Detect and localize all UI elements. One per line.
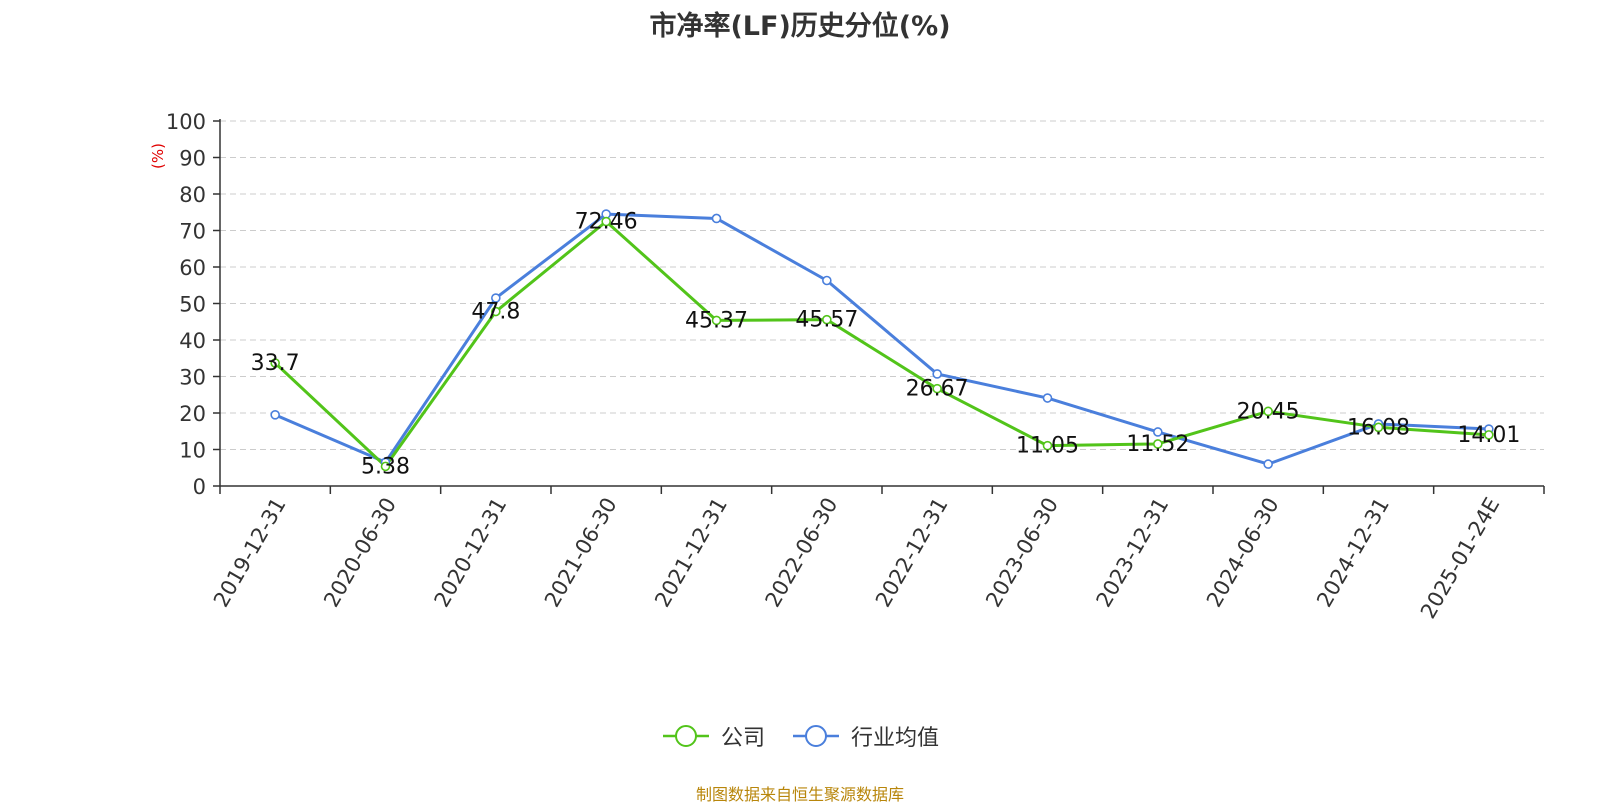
data-point: [1042, 393, 1053, 403]
x-tick-label: 2023-06-30: [981, 494, 1063, 612]
y-tick-label: 80: [179, 183, 206, 207]
y-tick-label: 70: [179, 220, 206, 244]
data-label: 16.08: [1347, 415, 1410, 440]
data-label: 5.38: [361, 454, 410, 479]
y-tick-label: 0: [193, 475, 206, 499]
legend-line-circle-icon: [662, 725, 709, 747]
data-point: [380, 461, 391, 472]
data-point: [270, 410, 280, 420]
y-tick-label: 20: [179, 402, 206, 426]
data-label: 45.37: [685, 308, 748, 333]
data-point: [1042, 440, 1053, 451]
data-point: [1373, 422, 1384, 433]
data-label: 20.45: [1237, 399, 1300, 424]
x-tick-label: 2022-12-31: [871, 494, 953, 612]
legend-item[interactable]: 行业均值: [791, 720, 939, 752]
data-label: 11.05: [1016, 434, 1079, 459]
data-point: [1484, 430, 1494, 440]
data-point: [822, 275, 832, 286]
x-tick-label: 2023-12-31: [1092, 494, 1174, 612]
x-tick-label: 2021-12-31: [650, 494, 732, 612]
data-point: [1153, 427, 1163, 437]
x-tick-label: 2022-06-30: [761, 494, 843, 612]
data-label: 33.7: [251, 351, 300, 376]
legend-item[interactable]: 公司: [661, 720, 765, 752]
x-tick-label: 2019-12-31: [209, 494, 291, 612]
data-point: [1153, 439, 1163, 449]
data-point: [711, 315, 722, 326]
y-axis-label: (%): [149, 143, 167, 169]
x-tick-label: 2021-06-30: [540, 494, 622, 612]
y-tick-label: 10: [179, 439, 206, 463]
legend-line-circle-icon: [793, 725, 839, 747]
data-label: 45.57: [795, 308, 858, 333]
x-tick-label: 2020-12-31: [430, 494, 512, 612]
data-point: [491, 293, 501, 303]
y-tick-label: 60: [179, 256, 206, 280]
data-point: [491, 306, 501, 317]
data-point: [711, 213, 722, 224]
series-line: [274, 220, 1489, 468]
data-label: 11.52: [1126, 432, 1189, 457]
data-label: 47.8: [471, 300, 520, 325]
data-point: [822, 314, 832, 325]
data-point: [1263, 406, 1273, 417]
y-tick-label: 40: [179, 329, 206, 353]
source-note: 制图数据来自恒生聚源数据库: [695, 785, 904, 804]
x-tick-label: 2020-06-30: [319, 494, 401, 612]
x-tick-label: 2024-12-31: [1312, 494, 1394, 612]
legend-label: 行业均值: [851, 726, 940, 751]
data-label: 14.01: [1457, 423, 1520, 448]
data-point: [1263, 459, 1273, 469]
data-label: 72.46: [575, 210, 638, 235]
data-point: [932, 383, 942, 394]
data-label: 26.67: [906, 377, 969, 402]
x-tick-label: 2024-06-30: [1202, 494, 1284, 612]
y-tick-label: 100: [166, 110, 206, 134]
data-point: [270, 358, 280, 368]
legend: 公司 行业均值: [0, 720, 1600, 752]
series-line: [274, 212, 1489, 466]
y-tick-label: 30: [179, 366, 206, 390]
data-point: [932, 369, 942, 379]
legend-label: 公司: [720, 726, 765, 751]
chart-title: 市净率(LF)历史分位(%): [649, 11, 951, 42]
data-point: [601, 216, 611, 227]
y-tick-label: 50: [179, 293, 206, 317]
x-tick-label: 2025-01-24E: [1416, 494, 1504, 623]
y-tick-label: 90: [179, 147, 206, 171]
